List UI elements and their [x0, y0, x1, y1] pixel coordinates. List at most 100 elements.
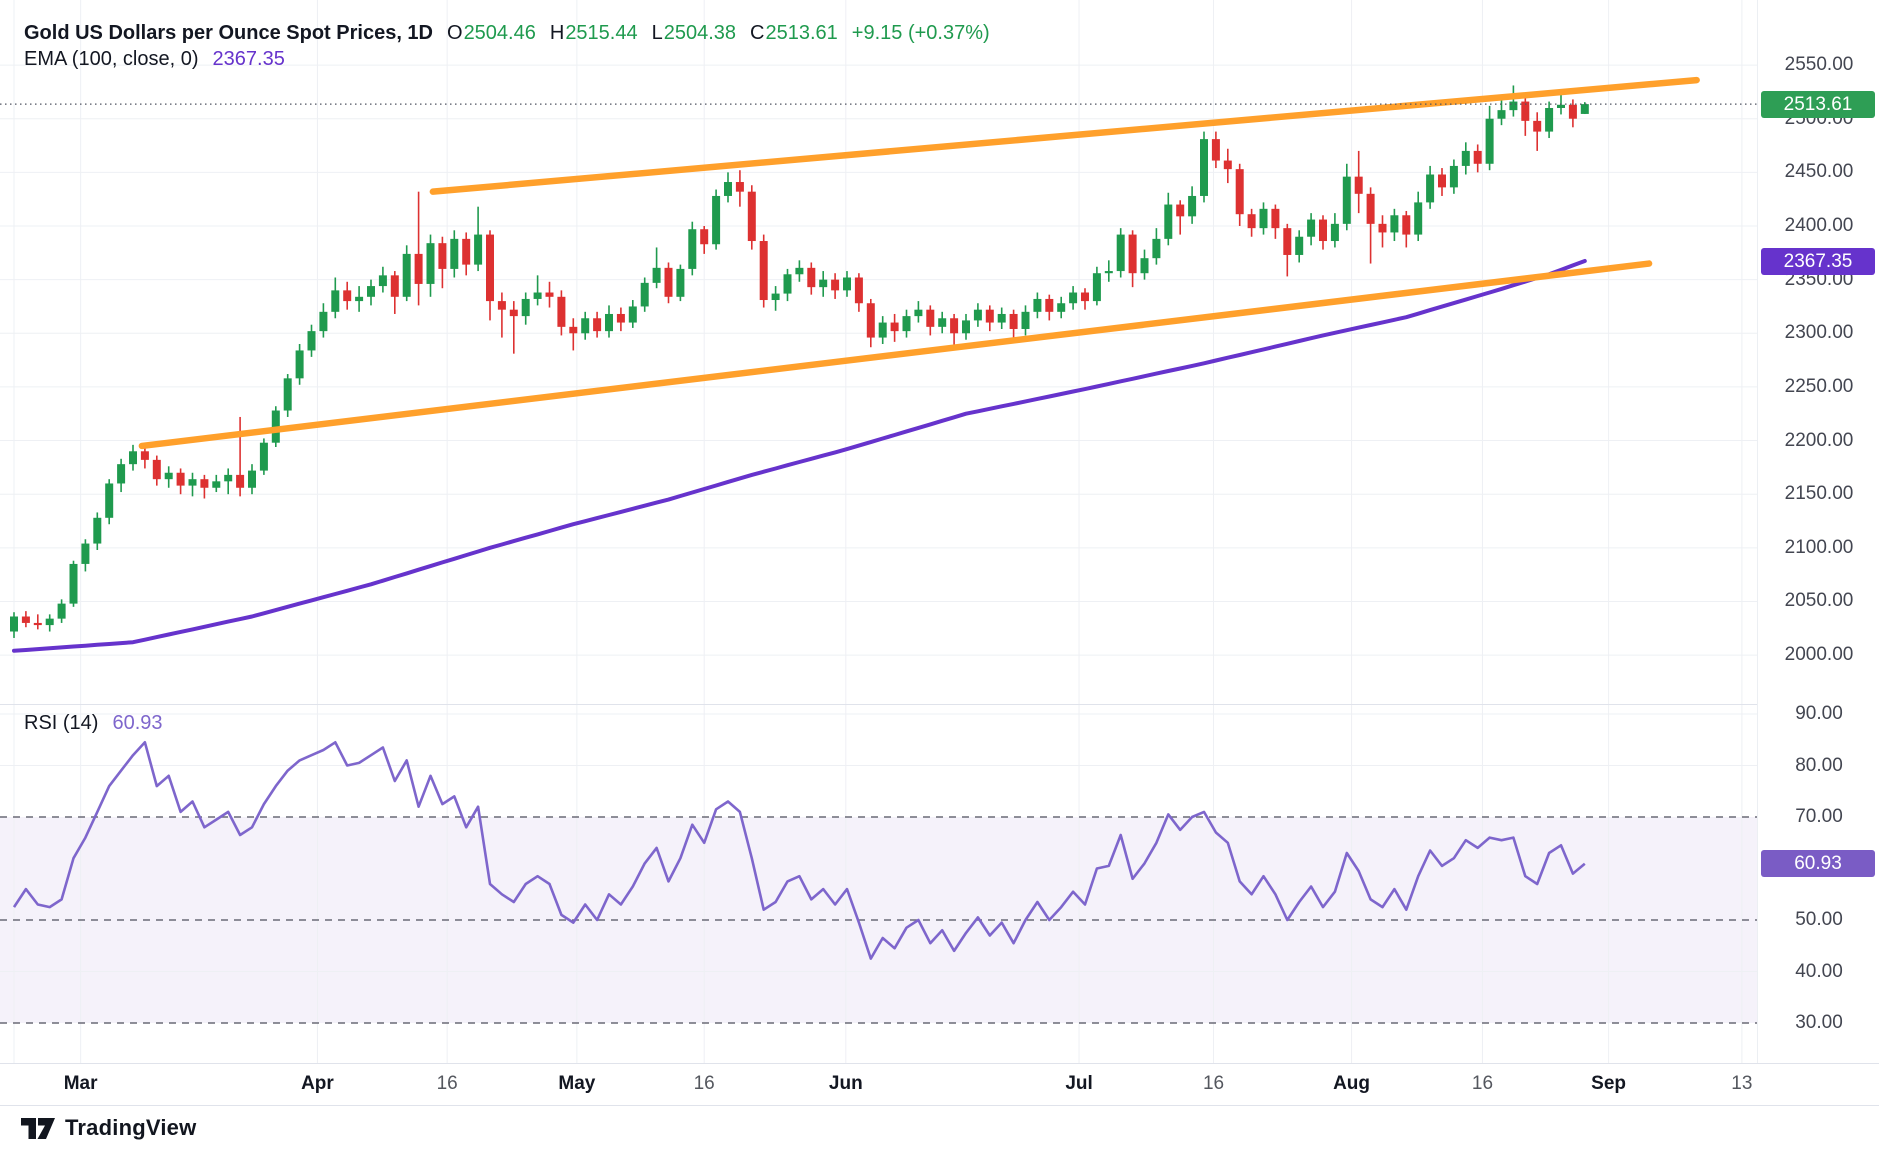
candle-body	[771, 293, 780, 301]
price-axis-label: 70.00	[1795, 806, 1843, 827]
candle-body	[938, 318, 947, 327]
time-axis-label: Sep	[1591, 1073, 1627, 1094]
candle-body	[414, 253, 423, 284]
time-axis-label: 13	[1731, 1073, 1753, 1094]
candle-body	[1485, 118, 1494, 164]
pane-separator[interactable]	[0, 704, 1879, 705]
candle-body	[69, 563, 78, 604]
time-axis-label: May	[558, 1073, 596, 1094]
candle-body	[1390, 215, 1399, 233]
price-axis-label: 2550.00	[1784, 54, 1854, 76]
tradingview-logo-icon	[21, 1118, 55, 1139]
candle-body	[236, 474, 245, 488]
candle-body	[581, 318, 590, 334]
candle-body	[1057, 303, 1066, 312]
candle-body	[1021, 311, 1030, 329]
trendline-upper-channel[interactable]	[429, 76, 1700, 195]
candle-body	[700, 229, 709, 245]
candle-body	[1557, 104, 1565, 108]
ema-legend[interactable]: EMA (100, close, 0) 2367.35	[24, 48, 285, 71]
candle-body	[1200, 139, 1208, 196]
ema-legend-label: EMA (100, close, 0)	[24, 48, 199, 70]
rsi-value-badge: 60.93	[1761, 850, 1875, 878]
candle-body	[1319, 219, 1327, 242]
symbol-title[interactable]: Gold US Dollars per Ounce Spot Prices, 1…	[24, 22, 433, 44]
candle-body	[1307, 219, 1316, 237]
symbol-legend[interactable]: Gold US Dollars per Ounce Spot Prices, 1…	[24, 22, 990, 45]
candle-body	[200, 479, 209, 488]
candle-body	[819, 279, 828, 288]
tradingview-logo[interactable]: TradingView	[20, 1115, 196, 1141]
candle-body	[1461, 150, 1470, 166]
candle-body	[390, 275, 399, 297]
ema-line	[12, 259, 1587, 653]
candle-body	[307, 331, 316, 351]
candle-body	[557, 296, 566, 327]
candle-body	[248, 470, 256, 488]
candle-body	[1426, 174, 1435, 203]
candle-body	[1497, 110, 1506, 119]
time-axis-label: 16	[693, 1073, 715, 1094]
candle-body	[688, 229, 697, 269]
candle-body	[593, 318, 602, 332]
candle-body	[569, 326, 578, 334]
candle-body	[486, 234, 494, 302]
candle-body	[1104, 271, 1113, 274]
candle-body	[1247, 214, 1256, 229]
candle-body	[1509, 101, 1518, 111]
ohlc-open: O 2504.46	[447, 22, 536, 44]
candle-body	[1533, 120, 1542, 132]
candle-body	[378, 275, 387, 287]
rsi-legend-label: RSI (14)	[24, 712, 99, 734]
candle-body	[176, 472, 185, 486]
candle-body	[997, 313, 1006, 323]
candle-body	[450, 238, 459, 269]
candle-body	[902, 316, 911, 332]
candle-body	[1081, 292, 1089, 302]
candle-body	[1354, 176, 1363, 194]
price-axis-label: 2400.00	[1784, 215, 1854, 236]
candle-body	[1259, 208, 1268, 229]
chart-canvas[interactable]	[0, 0, 1879, 1063]
candle-body	[640, 282, 649, 307]
candle-body	[462, 238, 471, 265]
time-axis-label: Apr	[301, 1073, 334, 1094]
price-axis-label: 80.00	[1795, 754, 1843, 776]
candle-body	[914, 309, 923, 317]
candle-body	[105, 483, 114, 518]
candle-body	[474, 234, 483, 265]
ema-value-badge: 2367.35	[1761, 247, 1875, 275]
candle-body	[664, 267, 673, 297]
price-scale[interactable]: 2513.61 2367.35 60.93 2550.00 2500.00 2450…	[1757, 0, 1879, 1063]
candle-body	[438, 243, 447, 269]
candle-body	[21, 616, 30, 623]
price-axis-label: 2000.00	[1784, 644, 1854, 666]
candle-body	[259, 442, 268, 471]
trendline-lower-channel[interactable]	[138, 260, 1653, 450]
candle-body	[1580, 104, 1589, 114]
candle-body	[616, 313, 625, 323]
time-axis-label: 16	[436, 1073, 458, 1094]
candle-body	[1164, 204, 1173, 239]
candle-body	[10, 616, 18, 632]
candle-body	[831, 279, 840, 291]
candle-body	[1366, 193, 1375, 224]
candle-body	[926, 309, 935, 327]
rsi-legend[interactable]: RSI (14) 60.93	[24, 712, 163, 735]
candle-body	[747, 191, 756, 242]
ohlc-high: H 2515.44	[549, 22, 638, 44]
time-axis-label: 16	[1202, 1073, 1225, 1094]
candle-body	[1045, 298, 1054, 312]
candle-body	[152, 459, 161, 480]
candle-body	[319, 311, 328, 332]
candle-body	[1223, 160, 1232, 170]
candle-body	[1545, 107, 1554, 132]
candle-body	[985, 309, 994, 323]
candle-body	[1009, 313, 1018, 329]
candle-body	[1176, 204, 1185, 217]
candle-body	[1342, 176, 1351, 224]
time-scale[interactable]: Mar Apr 16 May 16 Jun Jul 16 Aug 16 Sep 13	[0, 1063, 1879, 1106]
candlestick-series	[10, 85, 1589, 638]
candle-body	[1568, 104, 1577, 119]
